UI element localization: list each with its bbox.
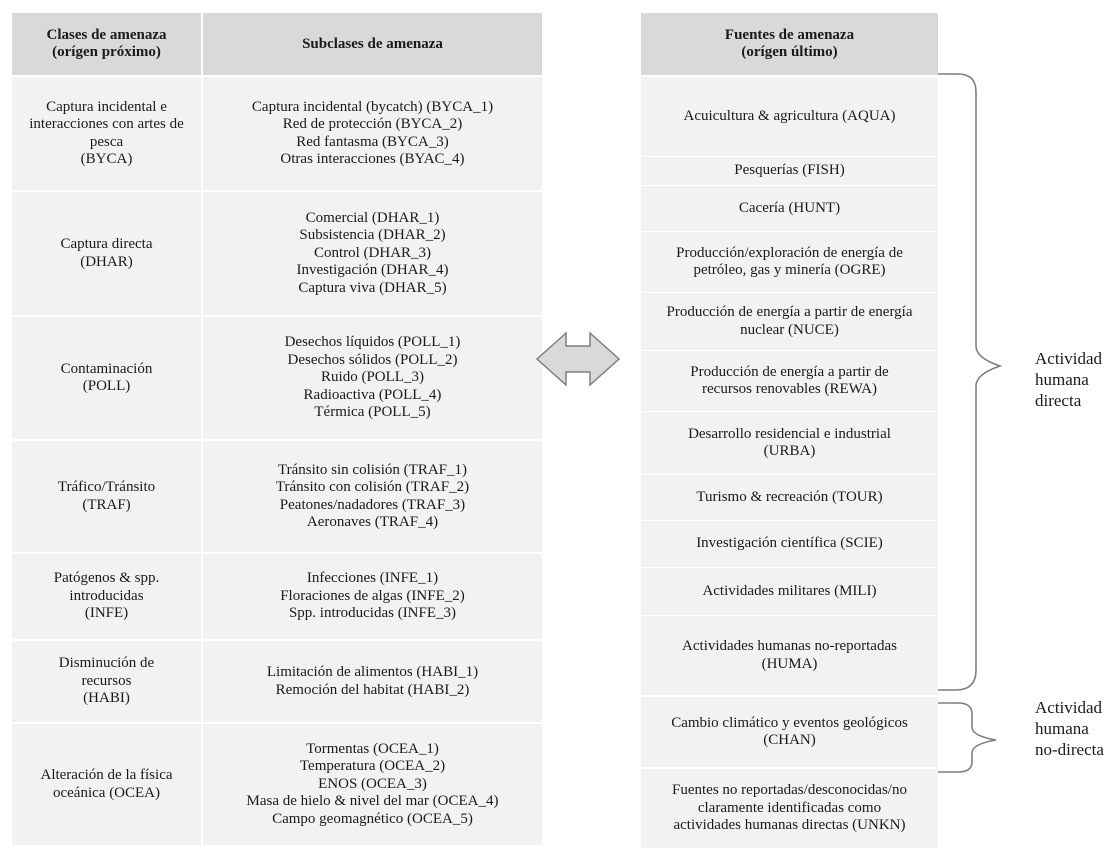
label-indirect-human-activity: Actividad humana no-directa: [1035, 698, 1104, 759]
subclass-cell-byca: Captura incidental (bycatch) (BYCA_1) Re…: [251, 98, 494, 168]
header-subclasses: Subclases de amenaza: [203, 13, 542, 75]
source-rewa: Producción de energía a partir de recurs…: [690, 363, 889, 398]
subclass-cell-ocea: Tormentas (OCEA_1) Temperatura (OCEA_2) …: [246, 740, 499, 827]
subclass-cell-infe: Infecciones (INFE_1) Floraciones de alga…: [280, 570, 465, 622]
source-nuce: Producción de energía a partir de energí…: [666, 304, 913, 338]
source-aqua: Acuicultura & agricultura (AQUA): [683, 108, 896, 125]
source-urba: Desarrollo residencial e industrial (URB…: [688, 425, 891, 460]
source-unkn: Fuentes no reportadas/desconocidas/no cl…: [672, 782, 907, 834]
subclass-cell-traf: Tránsito sin colisión (TRAF_1) Tránsito …: [275, 461, 470, 531]
class-cell-ocea: Alteración de la física oceánica (OCEA): [40, 767, 173, 801]
source-tour: Turismo & recreación (TOUR): [696, 488, 883, 505]
class-cell-infe: Patógenos & spp. introducidas (INFE): [53, 570, 160, 622]
class-cell-poll: Contaminación (POLL): [60, 360, 153, 395]
source-huma: Actividades humanas no-reportadas (HUMA): [682, 638, 897, 672]
source-hunt: Cacería (HUNT): [738, 199, 841, 216]
subclass-cell-habi: Limitación de alimentos (HABI_1) Remoció…: [266, 664, 479, 698]
subclass-cell-dhar: Comercial (DHAR_1) Subsistencia (DHAR_2)…: [296, 209, 449, 296]
bracket-indirect: [938, 702, 997, 773]
source-fish: Pesquerías (FISH): [734, 162, 845, 179]
source-mili: Actividades militares (MILI): [702, 582, 877, 599]
bracket-direct: [938, 73, 1003, 691]
header-classes: Clases de amenaza (orígen próximo): [12, 13, 201, 75]
class-cell-traf: Tráfico/Tránsito (TRAF): [57, 479, 156, 513]
source-ogre: Producción/exploración de energía de pet…: [676, 244, 903, 279]
class-cell-byca: Captura incidental e interacciones con a…: [29, 98, 184, 168]
subclass-cell-poll: Desechos líquidos (POLL_1) Desechos sóli…: [284, 334, 461, 421]
label-direct-human-activity: Actividad humana directa: [1035, 349, 1103, 410]
class-cell-habi: Disminución de recursos (HABI): [58, 655, 155, 707]
source-scie: Investigación científica (SCIE): [696, 535, 883, 552]
class-cell-dhar: Captura directa (DHAR): [60, 236, 153, 270]
source-chan: Cambio climático y eventos geológicos (C…: [671, 714, 908, 749]
header-sources: Fuentes de amenaza (orígen último): [641, 13, 938, 75]
